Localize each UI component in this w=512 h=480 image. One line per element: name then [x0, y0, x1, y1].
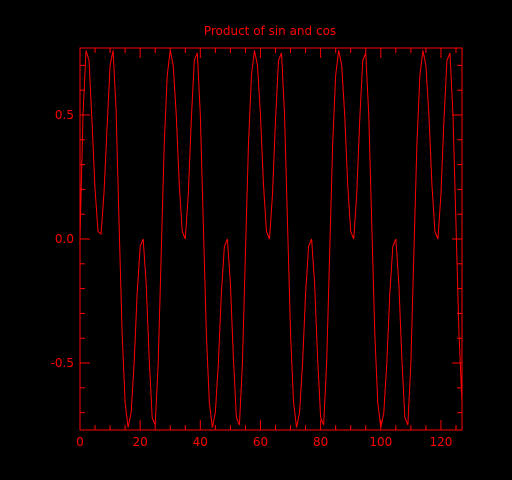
x-tick-label: 80	[313, 435, 328, 449]
series-line	[79, 50, 463, 428]
chart-title: Product of sin and cos	[204, 24, 336, 38]
x-tick-label: 60	[253, 435, 268, 449]
y-tick-label: 0.0	[55, 232, 74, 246]
x-tick-label: 0	[76, 435, 84, 449]
tick-labels: 0 20 40 60 80 100 120 -0.5 0.0 0.5	[51, 108, 453, 449]
x-tick-label: 100	[369, 435, 392, 449]
axis-ticks	[79, 48, 462, 430]
x-tick-label: 120	[429, 435, 452, 449]
plot-frame	[79, 47, 463, 431]
x-tick-label: 20	[133, 435, 148, 449]
y-tick-label: 0.5	[55, 108, 74, 122]
y-tick-label: -0.5	[51, 356, 74, 370]
x-tick-label: 40	[193, 435, 208, 449]
